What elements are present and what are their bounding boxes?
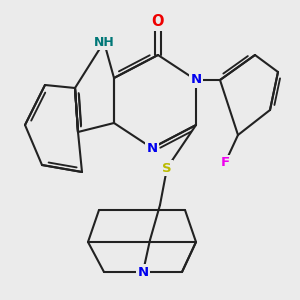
Text: F: F [220,157,230,169]
Text: N: N [137,266,148,278]
Text: O: O [152,14,164,29]
Text: N: N [190,74,202,86]
Text: S: S [162,161,172,175]
Text: N: N [146,142,158,154]
Text: NH: NH [94,35,114,49]
